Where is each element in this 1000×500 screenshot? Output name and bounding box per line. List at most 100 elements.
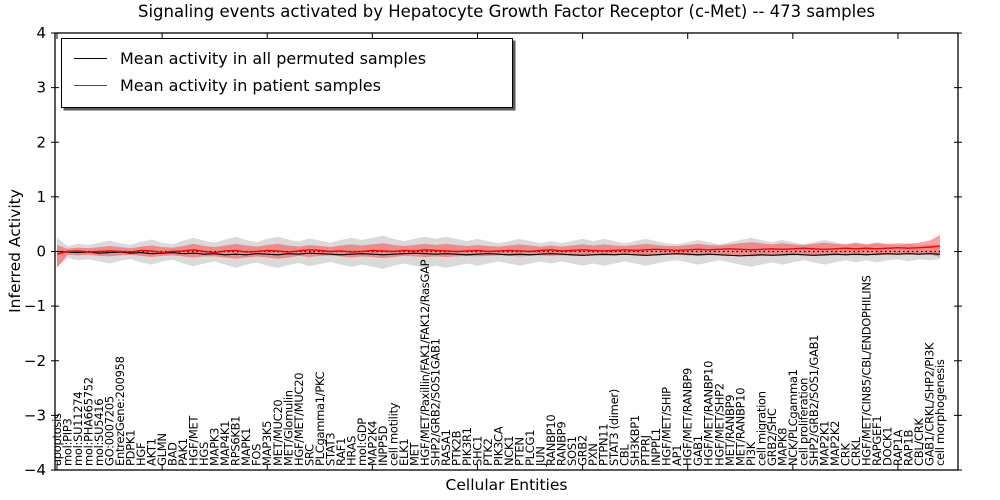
x-tick-label: NCK/PLCgamma1 xyxy=(786,369,800,466)
y-tick-label: 0 xyxy=(36,243,46,261)
x-category-labels: apoptosismol:PIP3mol:SU11274mol:PHA66575… xyxy=(50,259,947,467)
legend: Mean activity in all permuted samples Me… xyxy=(61,38,513,108)
x-tick-label: GAB1 xyxy=(691,435,705,466)
x-tick-label: SOS1 xyxy=(565,436,579,466)
x-tick-label: MET/RANBP10 xyxy=(733,388,747,466)
x-tick-label: mol:SU5416 xyxy=(92,399,106,466)
x-tick-label: HGF/MET/Paxillin/FAK1/FAK12/RasGAP xyxy=(418,259,432,466)
x-tick-label: mol:SU11274 xyxy=(71,392,85,466)
permuted-range-band xyxy=(57,235,940,269)
x-tick-label: RAPGEF1 xyxy=(870,416,884,466)
x-tick-label: GLMN xyxy=(155,433,169,466)
x-tick-label: CRKL xyxy=(849,436,863,466)
x-tick-label: PXN xyxy=(586,443,600,466)
y-tick-label: 2 xyxy=(36,133,46,151)
legend-item-permuted: Mean activity in all permuted samples xyxy=(74,45,500,72)
x-tick-label: cell migration xyxy=(754,391,768,466)
x-tick-label: CBL/CRK xyxy=(912,418,926,466)
x-tick-label: GRB2 xyxy=(576,435,590,466)
x-tick-label: PTPRJ xyxy=(639,435,653,466)
x-tick-label: INPP5D xyxy=(376,425,390,466)
x-tick-label: RPS6KB1 xyxy=(229,416,243,466)
patient-line-sample xyxy=(74,85,107,86)
x-tick-label: MAP2K2 xyxy=(828,421,842,466)
x-tick-label: HGS xyxy=(197,442,211,466)
x-tick-label: GRB2/SHC xyxy=(765,408,779,466)
x-tick-label: PIK3R1 xyxy=(460,427,474,466)
x-tick-label: cell motility xyxy=(386,402,400,466)
y-axis-label: Inferred Activity xyxy=(6,189,24,313)
x-tick-label: GO:0007205 xyxy=(103,396,117,466)
x-tick-label: HGF/MET/RANBP9 xyxy=(681,368,695,466)
x-tick-label: MAPK3 xyxy=(208,428,222,466)
x-tick-label: ELK1 xyxy=(397,439,411,466)
x-tick-label: HGF/MET/CIN85/CBL/ENDOPHILINS xyxy=(859,275,873,466)
x-tick-label: PAK1 xyxy=(176,438,190,466)
x-tick-label: MAPK1 xyxy=(239,428,253,466)
x-tick-label: RAF1 xyxy=(334,438,348,466)
x-tick-label: RANBP9 xyxy=(555,422,569,466)
x-tick-label: GAB1/CRKL/SHP2/PI3K xyxy=(922,342,936,466)
x-tick-label: HGF/MET/RANBP10 xyxy=(702,361,716,466)
x-tick-label: HGF/MET xyxy=(187,415,201,466)
x-tick-label: MAP4K1 xyxy=(218,421,232,466)
x-tick-label: PTEN xyxy=(513,437,527,466)
y-tick-label: 4 xyxy=(36,24,46,42)
x-tick-label: MET/Glomulin xyxy=(281,390,295,466)
x-tick-label: MET/RANBP9 xyxy=(723,395,737,466)
x-tick-label: PTPN11 xyxy=(597,424,611,466)
y-tick-label: 3 xyxy=(36,79,46,97)
x-tick-label: HGF/MET/MUC20 xyxy=(292,373,306,466)
x-tick-label: AKT1 xyxy=(145,438,159,466)
tick-layer: −4 −3 −2 −1 0 1 2 3 4 xyxy=(24,24,962,479)
x-tick-label: CRK xyxy=(838,443,852,466)
line-layer xyxy=(56,245,941,257)
x-tick-label: SRC xyxy=(302,444,316,466)
x-axis-label: Cellular Entities xyxy=(445,476,568,494)
x-tick-label: JUN xyxy=(534,446,548,467)
x-tick-label: PLCG1 xyxy=(523,430,537,466)
x-tick-label: mol:GDP xyxy=(355,418,369,466)
x-tick-label: PIK3CA xyxy=(492,426,506,466)
x-tick-label: DOCK1 xyxy=(880,427,894,466)
chart-title: Signaling events activated by Hepatocyte… xyxy=(138,2,875,21)
x-tick-label: FOS xyxy=(250,444,264,466)
x-tick-label: MAP3K5 xyxy=(260,421,274,466)
x-tick-label: SHC1 xyxy=(470,436,484,466)
x-tick-label: RANBP10 xyxy=(544,415,558,466)
x-tick-label: PTK2B xyxy=(449,430,463,466)
permuted-mean-line xyxy=(56,250,941,257)
x-tick-label: apoptosis xyxy=(50,413,64,466)
x-tick-label: MAP2K1 xyxy=(817,421,831,466)
x-tick-label: PTK2 xyxy=(481,438,495,466)
x-tick-label: SHP2/GRB2/SOS1GAB1 xyxy=(428,338,442,466)
x-tick-label: RAP1B xyxy=(901,430,915,466)
x-tick-label: AP1 xyxy=(670,445,684,466)
x-tick-label: PI3K xyxy=(744,441,758,466)
x-tick-label: HGF xyxy=(134,443,148,466)
x-tick-label: BAD xyxy=(166,442,180,466)
y-tick-label: −4 xyxy=(24,461,46,479)
x-tick-label: MAP2K4 xyxy=(365,421,379,466)
x-tick-label: NCK1 xyxy=(502,436,516,466)
x-tick-label: INPPL1 xyxy=(649,428,663,466)
x-tick-label: cell morphogenesis xyxy=(933,359,947,466)
x-tick-label: MET xyxy=(407,441,421,466)
x-tick-label: MAPK8 xyxy=(775,428,789,466)
x-tick-label: STAT3 (dimer) xyxy=(607,389,621,466)
y-tick-label: −2 xyxy=(24,352,46,370)
axes-frame xyxy=(54,32,959,471)
legend-item-patient: Mean activity in patient samples xyxy=(74,72,500,99)
x-tick-label: MET/MUC20 xyxy=(271,400,285,466)
x-tick-label: EntrezGene:200958 xyxy=(113,356,127,466)
patient-mean-line xyxy=(56,245,941,255)
permuted-line-sample xyxy=(74,58,107,59)
legend-label: Mean activity in all permuted samples xyxy=(120,49,427,68)
x-tick-label: STAT3 xyxy=(323,433,337,466)
legend-label: Mean activity in patient samples xyxy=(120,76,381,95)
x-tick-label: SHP2/GRB2/SOS1/GAB1 xyxy=(807,335,821,466)
y-tick-label: 1 xyxy=(36,188,46,206)
x-tick-label: cell proliferation xyxy=(796,378,810,466)
x-tick-label: SH3KBP1 xyxy=(628,415,642,466)
